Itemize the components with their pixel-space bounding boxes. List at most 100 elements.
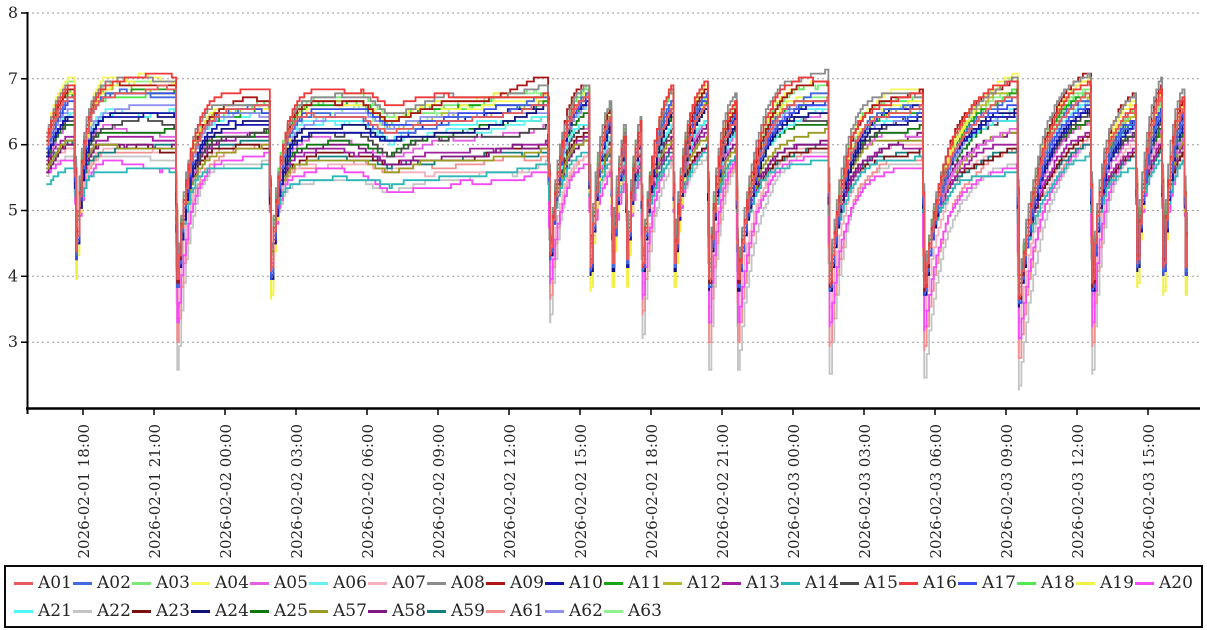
x-tick-label: 2026-02-03 15:00 <box>1140 424 1158 558</box>
y-tick-label: 7 <box>8 69 18 88</box>
legend-label: A20 <box>1159 573 1193 593</box>
legend-item-A05: A05 <box>250 569 309 597</box>
legend-swatch-A24 <box>191 609 210 613</box>
legend-item-A17: A17 <box>958 569 1017 597</box>
legend-swatch-A08 <box>427 581 446 585</box>
legend-swatch-A14 <box>781 581 800 585</box>
legend-item-A11: A11 <box>604 569 663 597</box>
legend-label: A24 <box>215 601 249 621</box>
legend-item-A13: A13 <box>722 569 781 597</box>
legend-item-A03: A03 <box>132 569 191 597</box>
legend-item-A08: A08 <box>427 569 486 597</box>
legend-item-A14: A14 <box>781 569 840 597</box>
legend-label: A05 <box>274 573 308 593</box>
legend-item-A15: A15 <box>840 569 899 597</box>
legend-swatch-A01 <box>14 581 33 585</box>
legend-item-A62: A62 <box>545 597 604 625</box>
legend-swatch-A57 <box>309 609 328 613</box>
legend-swatch-A02 <box>73 581 92 585</box>
legend-swatch-A63 <box>604 609 623 613</box>
x-tick-label: 2026-02-03 00:00 <box>785 424 803 558</box>
x-tick-label: 2026-02-02 15:00 <box>572 424 590 558</box>
legend-item-A06: A06 <box>309 569 368 597</box>
legend-swatch-A61 <box>486 609 505 613</box>
legend-label: A57 <box>333 601 367 621</box>
legend-swatch-A16 <box>899 581 918 585</box>
legend-item-A58: A58 <box>368 597 427 625</box>
legend-item-A01: A01 <box>14 569 73 597</box>
legend-label: A03 <box>156 573 190 593</box>
legend-item-A22: A22 <box>73 597 132 625</box>
x-tick-label: 2026-02-01 21:00 <box>146 424 164 558</box>
series-line-A14 <box>46 151 1188 280</box>
legend-swatch-A25 <box>250 609 269 613</box>
legend-swatch-A17 <box>958 581 977 585</box>
legend-label: A09 <box>510 573 544 593</box>
legend-label: A07 <box>392 573 426 593</box>
legend-label: A12 <box>687 573 721 593</box>
y-tick-label: 6 <box>8 135 18 154</box>
legend-label: A19 <box>1100 573 1134 593</box>
legend-label: A22 <box>97 601 131 621</box>
legend-label: A11 <box>628 573 662 593</box>
x-tick-label: 2026-02-02 09:00 <box>430 424 448 558</box>
series-line-A20 <box>46 143 1188 340</box>
x-tick-label: 2026-02-02 18:00 <box>643 424 661 558</box>
legend-item-A04: A04 <box>191 569 250 597</box>
legend-label: A59 <box>451 601 485 621</box>
legend-label: A21 <box>38 601 72 621</box>
legend-item-A23: A23 <box>132 597 191 625</box>
legend-swatch-A20 <box>1135 581 1154 585</box>
legend-swatch-A04 <box>191 581 210 585</box>
legend-swatch-A62 <box>545 609 564 613</box>
legend-label: A01 <box>38 573 72 593</box>
x-tick-label: 2026-02-03 06:00 <box>927 424 945 558</box>
legend-swatch-A21 <box>14 609 33 613</box>
x-tick-label: 2026-02-02 06:00 <box>359 424 377 558</box>
legend-item-A16: A16 <box>899 569 958 597</box>
legend-swatch-A13 <box>722 581 741 585</box>
legend-label: A18 <box>1041 573 1075 593</box>
legend-item-A12: A12 <box>663 569 722 597</box>
legend-label: A58 <box>392 601 426 621</box>
legend-label: A25 <box>274 601 308 621</box>
legend-item-A10: A10 <box>545 569 604 597</box>
legend-item-A61: A61 <box>486 597 545 625</box>
legend-item-A02: A02 <box>73 569 132 597</box>
legend-swatch-A22 <box>73 609 92 613</box>
y-tick-label: 3 <box>8 332 18 351</box>
legend-swatch-A58 <box>368 609 387 613</box>
legend-swatch-A15 <box>840 581 859 585</box>
legend-item-A09: A09 <box>486 569 545 597</box>
legend-item-A20: A20 <box>1135 569 1194 597</box>
legend-swatch-A23 <box>132 609 151 613</box>
legend-item-A24: A24 <box>191 597 250 625</box>
x-tick-label: 2026-02-02 12:00 <box>501 424 519 558</box>
legend-item-A63: A63 <box>604 597 663 625</box>
x-tick-label: 2026-02-03 03:00 <box>856 424 874 558</box>
plot-canvas: 3 4 5 6 7 8 2026-02-01 18:00 2026-02-01 21:00 20… <box>8 3 1200 558</box>
legend-item-A19: A19 <box>1076 569 1135 597</box>
legend-item-A18: A18 <box>1017 569 1076 597</box>
legend-label: A08 <box>451 573 485 593</box>
legend-label: A04 <box>215 573 249 593</box>
legend-swatch-A07 <box>368 581 387 585</box>
legend-label: A16 <box>923 573 957 593</box>
legend-label: A17 <box>982 573 1016 593</box>
legend-swatch-A06 <box>309 581 328 585</box>
legend-swatch-A18 <box>1017 581 1036 585</box>
x-tick-label: 2026-02-03 12:00 <box>1069 424 1087 558</box>
legend-label: A62 <box>569 601 603 621</box>
series-line-A16 <box>46 72 1188 300</box>
legend-swatch-A12 <box>663 581 682 585</box>
legend-label: A23 <box>156 601 190 621</box>
legend-label: A61 <box>510 601 544 621</box>
y-tick-label: 5 <box>8 201 18 220</box>
legend-swatch-A19 <box>1076 581 1095 585</box>
x-tick-label: 2026-02-02 21:00 <box>714 424 732 558</box>
legend-swatch-A11 <box>604 581 623 585</box>
legend-item-A59: A59 <box>427 597 486 625</box>
legend-label: A14 <box>805 573 839 593</box>
legend-item-A57: A57 <box>309 597 368 625</box>
